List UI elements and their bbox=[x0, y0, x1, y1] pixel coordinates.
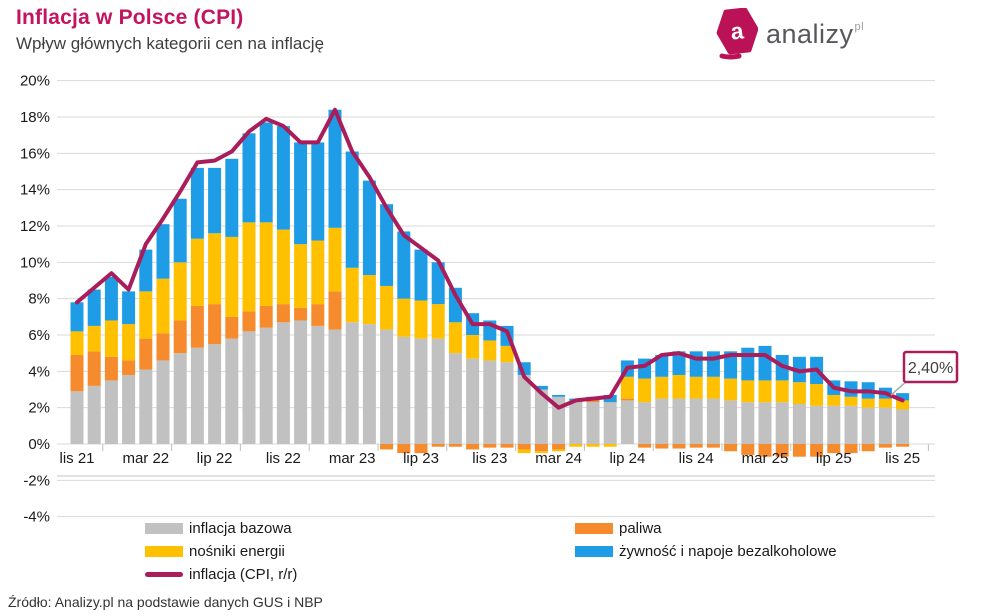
svg-text:0%: 0% bbox=[28, 436, 50, 453]
legend-label-food: żywność i napoje bezalkoholowe bbox=[619, 542, 837, 560]
legend-swatch-energy bbox=[145, 545, 183, 557]
svg-text:14%: 14% bbox=[20, 182, 50, 199]
legend-item-core: inflacja bazowa bbox=[145, 519, 292, 537]
legend-label-energy: nośniki energii bbox=[189, 542, 285, 560]
svg-text:mar 24: mar 24 bbox=[535, 450, 582, 467]
legend-label-cpi-line: inflacja (CPI, r/r) bbox=[189, 565, 298, 583]
svg-text:lip 23: lip 23 bbox=[403, 450, 439, 467]
svg-text:20%: 20% bbox=[20, 73, 50, 90]
svg-text:lis 21: lis 21 bbox=[59, 450, 94, 467]
svg-text:mar 22: mar 22 bbox=[122, 450, 169, 467]
legend-label-fuels: paliwa bbox=[619, 519, 662, 537]
svg-text:12%: 12% bbox=[20, 218, 50, 235]
svg-text:mar 23: mar 23 bbox=[329, 450, 376, 467]
legend-swatch-core bbox=[145, 522, 183, 534]
logo-text: analizy bbox=[766, 18, 854, 49]
last-value-annotation: 2,40% bbox=[908, 360, 953, 377]
svg-text:16%: 16% bbox=[20, 145, 50, 162]
svg-text:10%: 10% bbox=[20, 254, 50, 271]
chart-subtitle: Wpływ głównych kategorii cen na inflację bbox=[16, 34, 325, 53]
svg-text:lip 22: lip 22 bbox=[197, 450, 233, 467]
legend-swatch-cpi-line bbox=[145, 571, 183, 577]
svg-text:lis 22: lis 22 bbox=[266, 450, 301, 467]
svg-text:mar 25: mar 25 bbox=[742, 450, 789, 467]
logo-wordmark: analizypl bbox=[766, 19, 864, 50]
analizy-hexagon-icon: a bbox=[716, 8, 758, 60]
logo-suffix: pl bbox=[854, 20, 865, 33]
svg-text:lip 25: lip 25 bbox=[816, 450, 852, 467]
legend-item-food: żywność i napoje bezalkoholowe bbox=[575, 542, 837, 560]
chart-header: Inflacja w Polsce (CPI) Wpływ głównych k… bbox=[16, 6, 324, 54]
legend-swatch-fuels bbox=[575, 522, 613, 534]
svg-text:-2%: -2% bbox=[23, 472, 50, 489]
svg-text:2%: 2% bbox=[28, 400, 50, 417]
legend-item-cpi-line: inflacja (CPI, r/r) bbox=[145, 565, 298, 583]
svg-text:lis 24: lis 24 bbox=[679, 450, 714, 467]
svg-text:8%: 8% bbox=[28, 291, 50, 308]
svg-text:lip 24: lip 24 bbox=[609, 450, 645, 467]
svg-text:a: a bbox=[729, 17, 745, 44]
legend-swatch-food bbox=[575, 545, 613, 557]
legend-item-energy: nośniki energii bbox=[145, 542, 285, 560]
svg-text:lis 23: lis 23 bbox=[472, 450, 507, 467]
source-note: Źródło: Analizy.pl na podstawie danych G… bbox=[8, 594, 323, 610]
svg-text:18%: 18% bbox=[20, 109, 50, 126]
legend-item-fuels: paliwa bbox=[575, 519, 662, 537]
legend-label-core: inflacja bazowa bbox=[189, 519, 292, 537]
analizy-pl-logo: a analizypl bbox=[716, 8, 864, 60]
svg-text:lis 25: lis 25 bbox=[885, 450, 920, 467]
page-title: Inflacja w Polsce (CPI) bbox=[16, 6, 244, 29]
svg-text:-4%: -4% bbox=[23, 509, 50, 526]
svg-text:6%: 6% bbox=[28, 327, 50, 344]
svg-text:4%: 4% bbox=[28, 363, 50, 380]
